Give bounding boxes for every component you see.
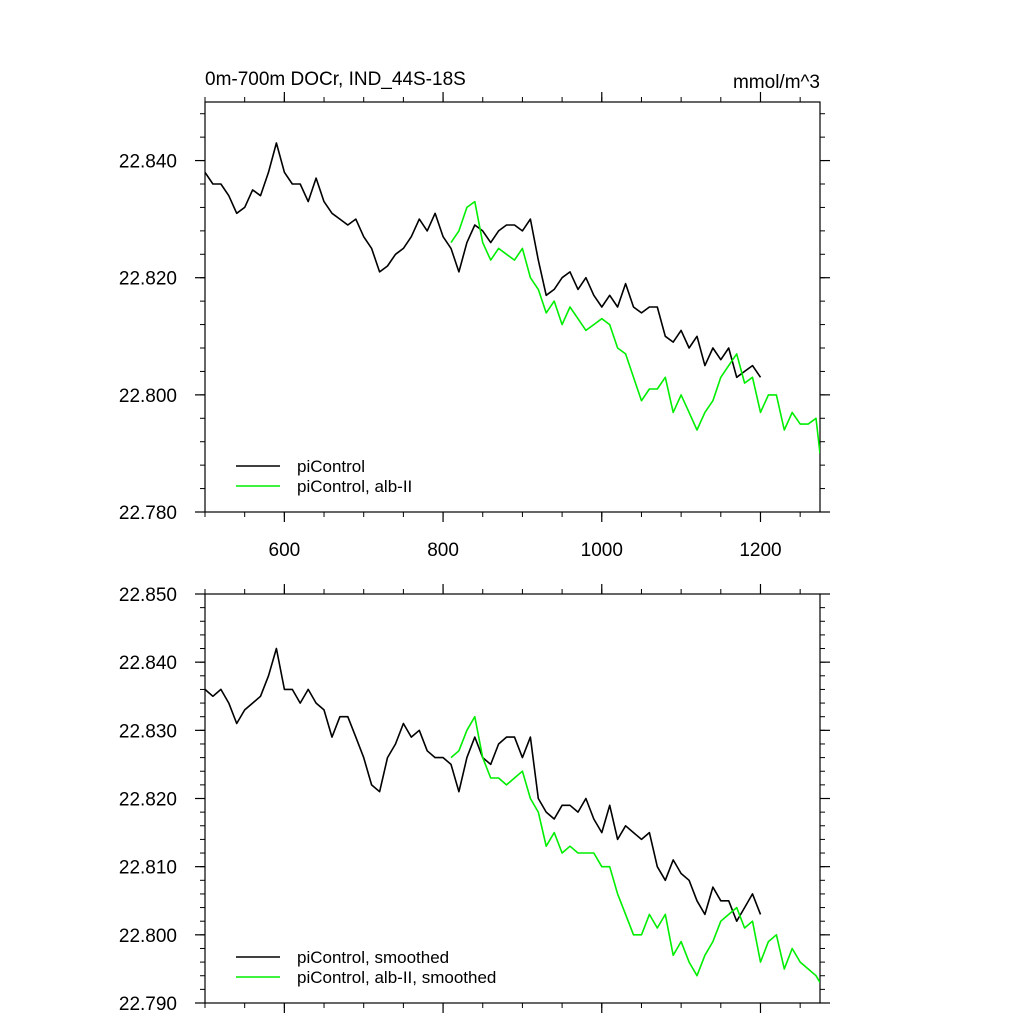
y-tick-label: 22.820 [119,790,177,811]
legend-label: piControl, smoothed [297,948,449,967]
y-tick-label: 22.840 [119,152,177,173]
chart-panel-2: 22.790 22.800 22.810 22.820 22.830 22.840 22.8… [119,584,830,1015]
plot-frame [204,101,821,513]
y-tick-label: 22.820 [119,269,177,290]
y-tick-label: 22.840 [119,653,177,674]
series-line-picontrol-alb-ii [450,715,820,983]
y-tick-label: 22.780 [119,503,177,524]
x-tick-label: 1200 [739,540,781,561]
series-line-picontrol [205,647,762,923]
legend-label: piControl [297,457,365,476]
chart-panel-1: 22.780 22.800 22.820 22.840 600 800 1000 1200 0m… [119,69,830,561]
plot-frame [204,593,821,1004]
y-tick-label: 22.830 [119,721,177,742]
y-tick-label: 22.800 [119,926,177,947]
series-line-picontrol [205,142,762,379]
x-tick-label: 1000 [581,540,623,561]
y-tick-label: 22.810 [119,858,177,879]
series-line-picontrol-alb-ii [450,200,820,454]
units-label: mmol/m^3 [733,72,820,93]
chart-title: 0m-700m DOCr, IND_44S-18S [205,69,466,90]
legend-label: piControl, alb-II [297,477,412,496]
y-tick-label: 22.790 [119,994,177,1015]
x-tick-label: 600 [269,540,301,561]
y-tick-label: 22.800 [119,386,177,407]
x-tick-label: 800 [427,540,459,561]
legend-label: piControl, alb-II, smoothed [297,968,496,987]
y-tick-label: 22.850 [119,585,177,606]
